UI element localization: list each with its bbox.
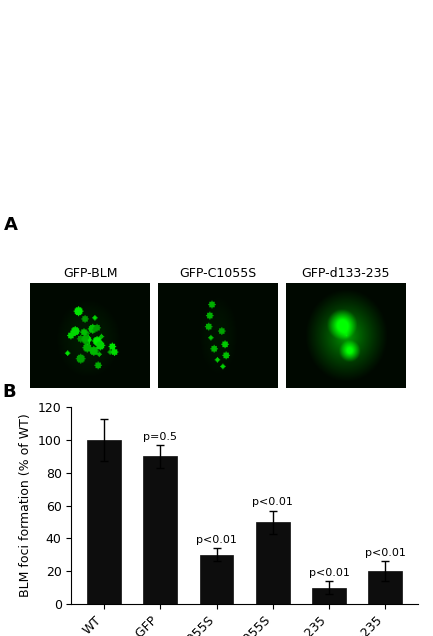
Bar bbox=[368, 571, 402, 604]
Text: p=0.5: p=0.5 bbox=[143, 432, 177, 441]
Bar bbox=[200, 555, 233, 604]
Y-axis label: BLM foci formation (% of WT): BLM foci formation (% of WT) bbox=[19, 414, 32, 597]
Text: B: B bbox=[2, 384, 16, 401]
Bar bbox=[256, 522, 290, 604]
Text: p<0.01: p<0.01 bbox=[309, 568, 349, 578]
Text: p<0.01: p<0.01 bbox=[365, 548, 406, 558]
Text: A: A bbox=[4, 216, 18, 234]
Text: p<0.01: p<0.01 bbox=[196, 535, 237, 545]
Text: GFP-d133-235: GFP-d133-235 bbox=[301, 267, 390, 280]
Bar bbox=[312, 588, 346, 604]
Text: GFP-BLM: GFP-BLM bbox=[63, 267, 117, 280]
Text: GFP-C1055S: GFP-C1055S bbox=[179, 267, 257, 280]
Bar bbox=[87, 440, 121, 604]
Text: p<0.01: p<0.01 bbox=[252, 497, 293, 508]
Bar bbox=[143, 457, 177, 604]
